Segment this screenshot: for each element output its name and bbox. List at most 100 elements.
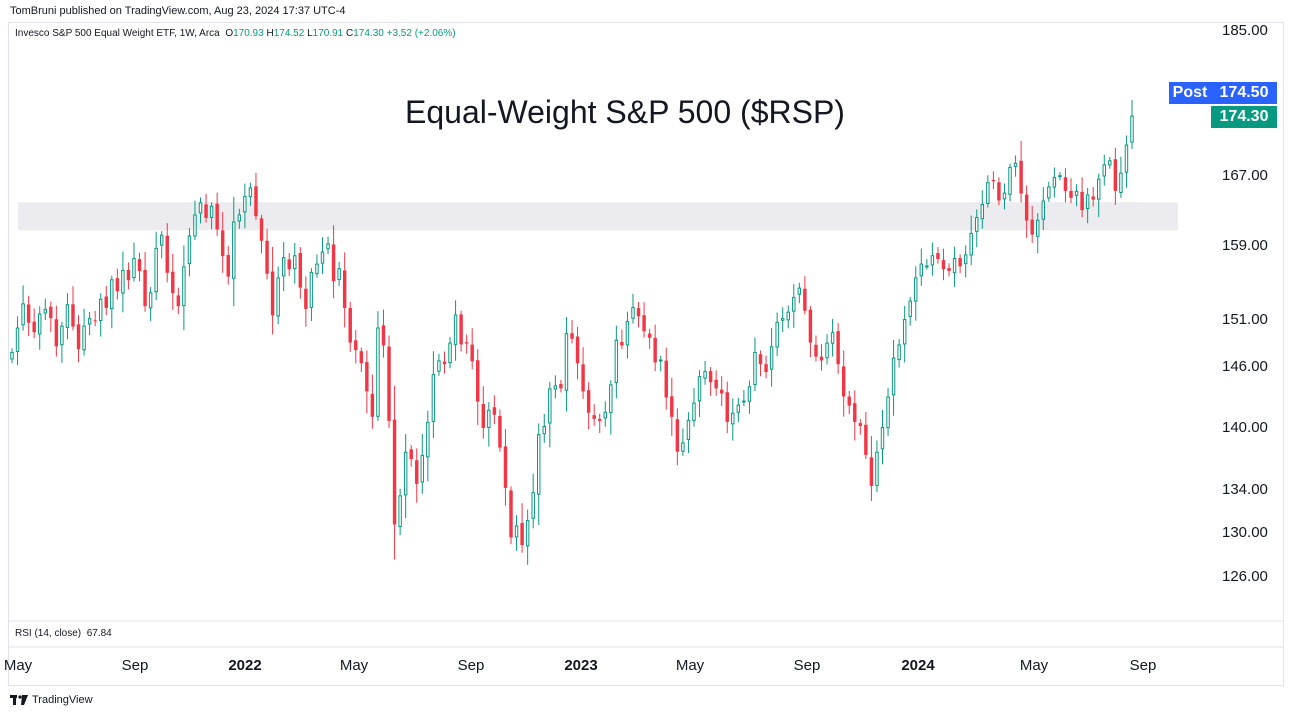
candle-body-down bbox=[171, 271, 175, 294]
candle-body-down bbox=[592, 415, 596, 419]
candle-body-down bbox=[714, 379, 718, 389]
candle-body-up bbox=[875, 451, 879, 486]
x-tick-label: Sep bbox=[457, 657, 485, 674]
candle-body-up bbox=[925, 265, 929, 268]
candle-body-down bbox=[259, 218, 264, 241]
candle-body-up bbox=[398, 495, 402, 527]
candle-body-up bbox=[952, 258, 957, 274]
legend-low: 170.91 bbox=[312, 28, 344, 39]
candle-body-down bbox=[869, 457, 874, 486]
candle-body-down bbox=[359, 351, 364, 364]
rsi-label: RSI (14, close) bbox=[15, 628, 82, 639]
legend-symbol-name: Invesco S&P 500 Equal Weight ETF, 1W, Ar… bbox=[15, 28, 220, 39]
candle-body-up bbox=[43, 308, 47, 314]
tradingview-footer: TradingView bbox=[10, 694, 93, 706]
candle-body-up bbox=[830, 332, 835, 344]
candle-body-down bbox=[370, 393, 375, 417]
candle-body-down bbox=[958, 258, 962, 267]
candle-body-up bbox=[625, 320, 630, 346]
candle-body-up bbox=[537, 434, 541, 495]
legend-open-label: O bbox=[225, 28, 234, 39]
candle-body-down bbox=[331, 244, 336, 282]
candle-body-up bbox=[1124, 144, 1129, 173]
candle-body-down bbox=[1113, 159, 1118, 191]
legend-open: 170.93 bbox=[233, 28, 264, 39]
chart-frame bbox=[8, 22, 1284, 686]
candle-body-down bbox=[670, 396, 674, 417]
symbol-legend: Invesco S&P 500 Equal Weight ETF, 1W, Ar… bbox=[15, 28, 456, 39]
candle-body-up bbox=[487, 409, 491, 429]
candle-body-down bbox=[1019, 160, 1023, 194]
candle-body-up bbox=[731, 412, 735, 425]
candle-body-up bbox=[209, 205, 214, 218]
x-tick-label: 2023 bbox=[564, 657, 598, 674]
candle-body-down bbox=[71, 304, 75, 327]
candle-body-up bbox=[914, 277, 918, 302]
x-tick-label: 2024 bbox=[901, 657, 935, 674]
candle-body-up bbox=[769, 346, 774, 370]
post-market-price: 174.50 bbox=[1211, 82, 1277, 104]
y-tick-label: 130.00 bbox=[1222, 524, 1268, 541]
x-tick-label: Sep bbox=[121, 657, 149, 674]
candle-body-down bbox=[520, 522, 524, 546]
candle-body-up bbox=[148, 292, 153, 309]
y-tick-label: 134.00 bbox=[1222, 481, 1268, 498]
candle-body-up bbox=[187, 235, 192, 265]
candle-body-down bbox=[725, 392, 729, 422]
candle-body-down bbox=[841, 366, 846, 397]
candle-body-down bbox=[270, 271, 275, 316]
candle-body-down bbox=[647, 333, 652, 338]
candle-body-up bbox=[658, 359, 663, 362]
candle-body-up bbox=[780, 318, 785, 321]
candle-body-up bbox=[1058, 175, 1062, 178]
candle-body-up bbox=[315, 263, 319, 275]
candle-body-up bbox=[426, 421, 430, 458]
candle-body-down bbox=[570, 333, 574, 339]
candle-body-up bbox=[747, 386, 752, 402]
candle-body-up bbox=[154, 247, 158, 293]
candle-body-up bbox=[1130, 115, 1134, 143]
candle-body-down bbox=[49, 306, 53, 319]
candle-body-up bbox=[548, 388, 552, 424]
candle-body-up bbox=[281, 257, 286, 277]
candle-body-up bbox=[736, 404, 741, 413]
candle-body-up bbox=[1013, 162, 1018, 167]
candle-body-up bbox=[542, 425, 546, 435]
candle-body-down bbox=[304, 288, 308, 309]
candle-body-down bbox=[653, 337, 657, 363]
candle-body-up bbox=[825, 342, 829, 359]
candle-body-down bbox=[215, 203, 219, 230]
candle-body-down bbox=[1069, 190, 1073, 198]
candle-body-up bbox=[21, 303, 25, 326]
candle-body-up bbox=[248, 187, 253, 198]
legend-low-label: L bbox=[307, 28, 313, 39]
candle-body-up bbox=[309, 271, 314, 308]
candle-body-down bbox=[1080, 191, 1084, 211]
candle-body-up bbox=[631, 307, 635, 319]
x-tick-label: Sep bbox=[793, 657, 821, 674]
y-tick-label: 126.00 bbox=[1222, 568, 1268, 585]
candle-body-up bbox=[692, 402, 696, 422]
candle-body-up bbox=[326, 243, 330, 250]
candle-body-down bbox=[803, 288, 807, 311]
candle-body-down bbox=[354, 340, 358, 351]
candle-body-down bbox=[464, 342, 469, 344]
candle-body-up bbox=[198, 202, 203, 214]
candle-body-up bbox=[703, 371, 707, 379]
legend-change: +3.52 (+2.06%) bbox=[386, 28, 456, 39]
candle-body-up bbox=[320, 251, 325, 264]
candle-body-up bbox=[10, 351, 14, 360]
candle-body-down bbox=[719, 389, 724, 394]
y-tick-label: 185.00 bbox=[1222, 22, 1268, 39]
candle-body-up bbox=[697, 376, 702, 402]
candle-body-down bbox=[636, 308, 641, 317]
candle-body-up bbox=[1002, 192, 1007, 200]
footer-brand: TradingView bbox=[32, 694, 93, 706]
y-tick-label: 151.00 bbox=[1222, 311, 1268, 328]
legend-high-label: H bbox=[266, 28, 274, 39]
candle-body-up bbox=[564, 333, 569, 391]
candle-body-down bbox=[941, 260, 946, 270]
candle-body-down bbox=[481, 404, 486, 428]
candle-body-down bbox=[476, 360, 480, 402]
